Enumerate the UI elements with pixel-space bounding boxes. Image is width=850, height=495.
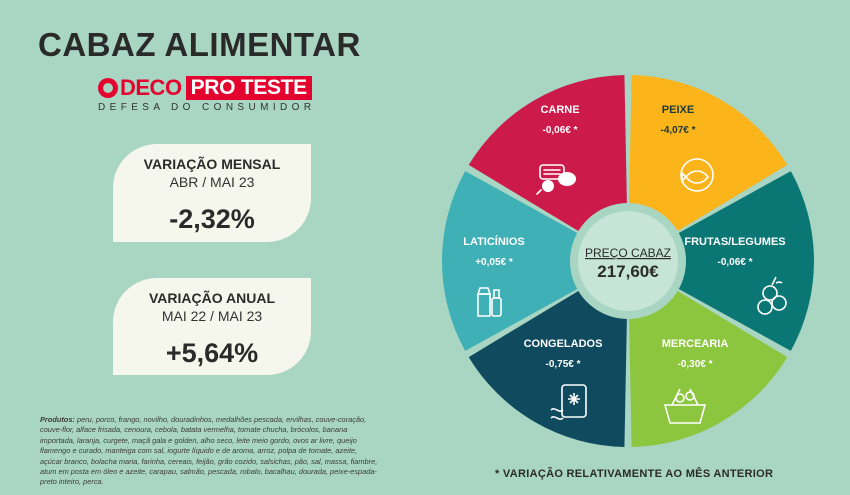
segment-carne (468, 75, 627, 232)
fish-icon (680, 158, 714, 192)
segment-value: -0,06€ * (542, 125, 577, 136)
frozen-bag-icon (550, 384, 587, 420)
center-disc (578, 211, 678, 311)
segment-frutas-legumes (678, 171, 815, 351)
footnote: * VARIAÇÃO RELATIVAMENTE AO MÊS ANTERIOR (495, 468, 774, 480)
segment-mercearia (629, 290, 788, 447)
segment-name: FRUTAS/LEGUMES (684, 236, 785, 248)
center-label: PREÇO CABAZ (585, 246, 671, 260)
segment-peixe (629, 75, 788, 232)
logo-pro-teste: PRO TESTE (185, 76, 312, 100)
products-text: peru, porco, frango, novilho, douradinho… (40, 415, 378, 487)
fruits-vegetables-icon (757, 276, 787, 315)
monthly-variation-value: -2,32% (169, 204, 255, 234)
segment-value: -0,30€ * (677, 359, 712, 370)
dairy-icon (476, 287, 502, 317)
annual-variation-value: +5,64% (165, 338, 259, 368)
logo-subtitle: DEFESA DO CONSUMIDOR (98, 102, 316, 113)
segment-name: CONGELADOS (524, 338, 603, 350)
segment-value: -4,07€ * (660, 125, 695, 136)
annual-variation-label: VARIAÇÃO ANUAL (149, 290, 275, 306)
monthly-variation-label: VARIAÇÃO MENSAL (143, 156, 281, 172)
deco-logo-icon (98, 78, 118, 98)
annual-variation-card: VARIAÇÃO ANUAL MAI 22 / MAI 23 +5,64% (113, 278, 311, 375)
logo-brand: DECO (120, 75, 182, 100)
segment-value: -0,06€ * (717, 257, 752, 268)
segment-value: -0,75€ * (545, 359, 580, 370)
products-label: Produtos: (40, 415, 75, 424)
segment-congelados (468, 290, 627, 447)
meat-icon (536, 164, 576, 195)
monthly-variation-card: VARIAÇÃO MENSAL ABR / MAI 23 -2,32% (113, 144, 311, 242)
segment-name: LATICÍNIOS (463, 235, 525, 248)
segment-latic-nios (442, 171, 578, 351)
grocery-basket-icon (663, 388, 707, 424)
segment-name: PEIXE (662, 104, 694, 116)
page-title: CABAZ ALIMENTAR (38, 26, 361, 63)
center-value: 217,60€ (597, 262, 659, 281)
deco-proteste-logo: DECO PRO TESTE DEFESA DO CONSUMIDOR (98, 75, 316, 113)
annual-variation-period: MAI 22 / MAI 23 (161, 308, 263, 324)
monthly-variation-period: ABR / MAI 23 (169, 174, 255, 190)
products-list: Produtos: peru, porco, frango, novilho, … (40, 415, 380, 488)
segment-name: CARNE (540, 104, 579, 116)
segment-value: +0,05€ * (475, 257, 513, 268)
segment-name: MERCEARIA (662, 338, 729, 350)
